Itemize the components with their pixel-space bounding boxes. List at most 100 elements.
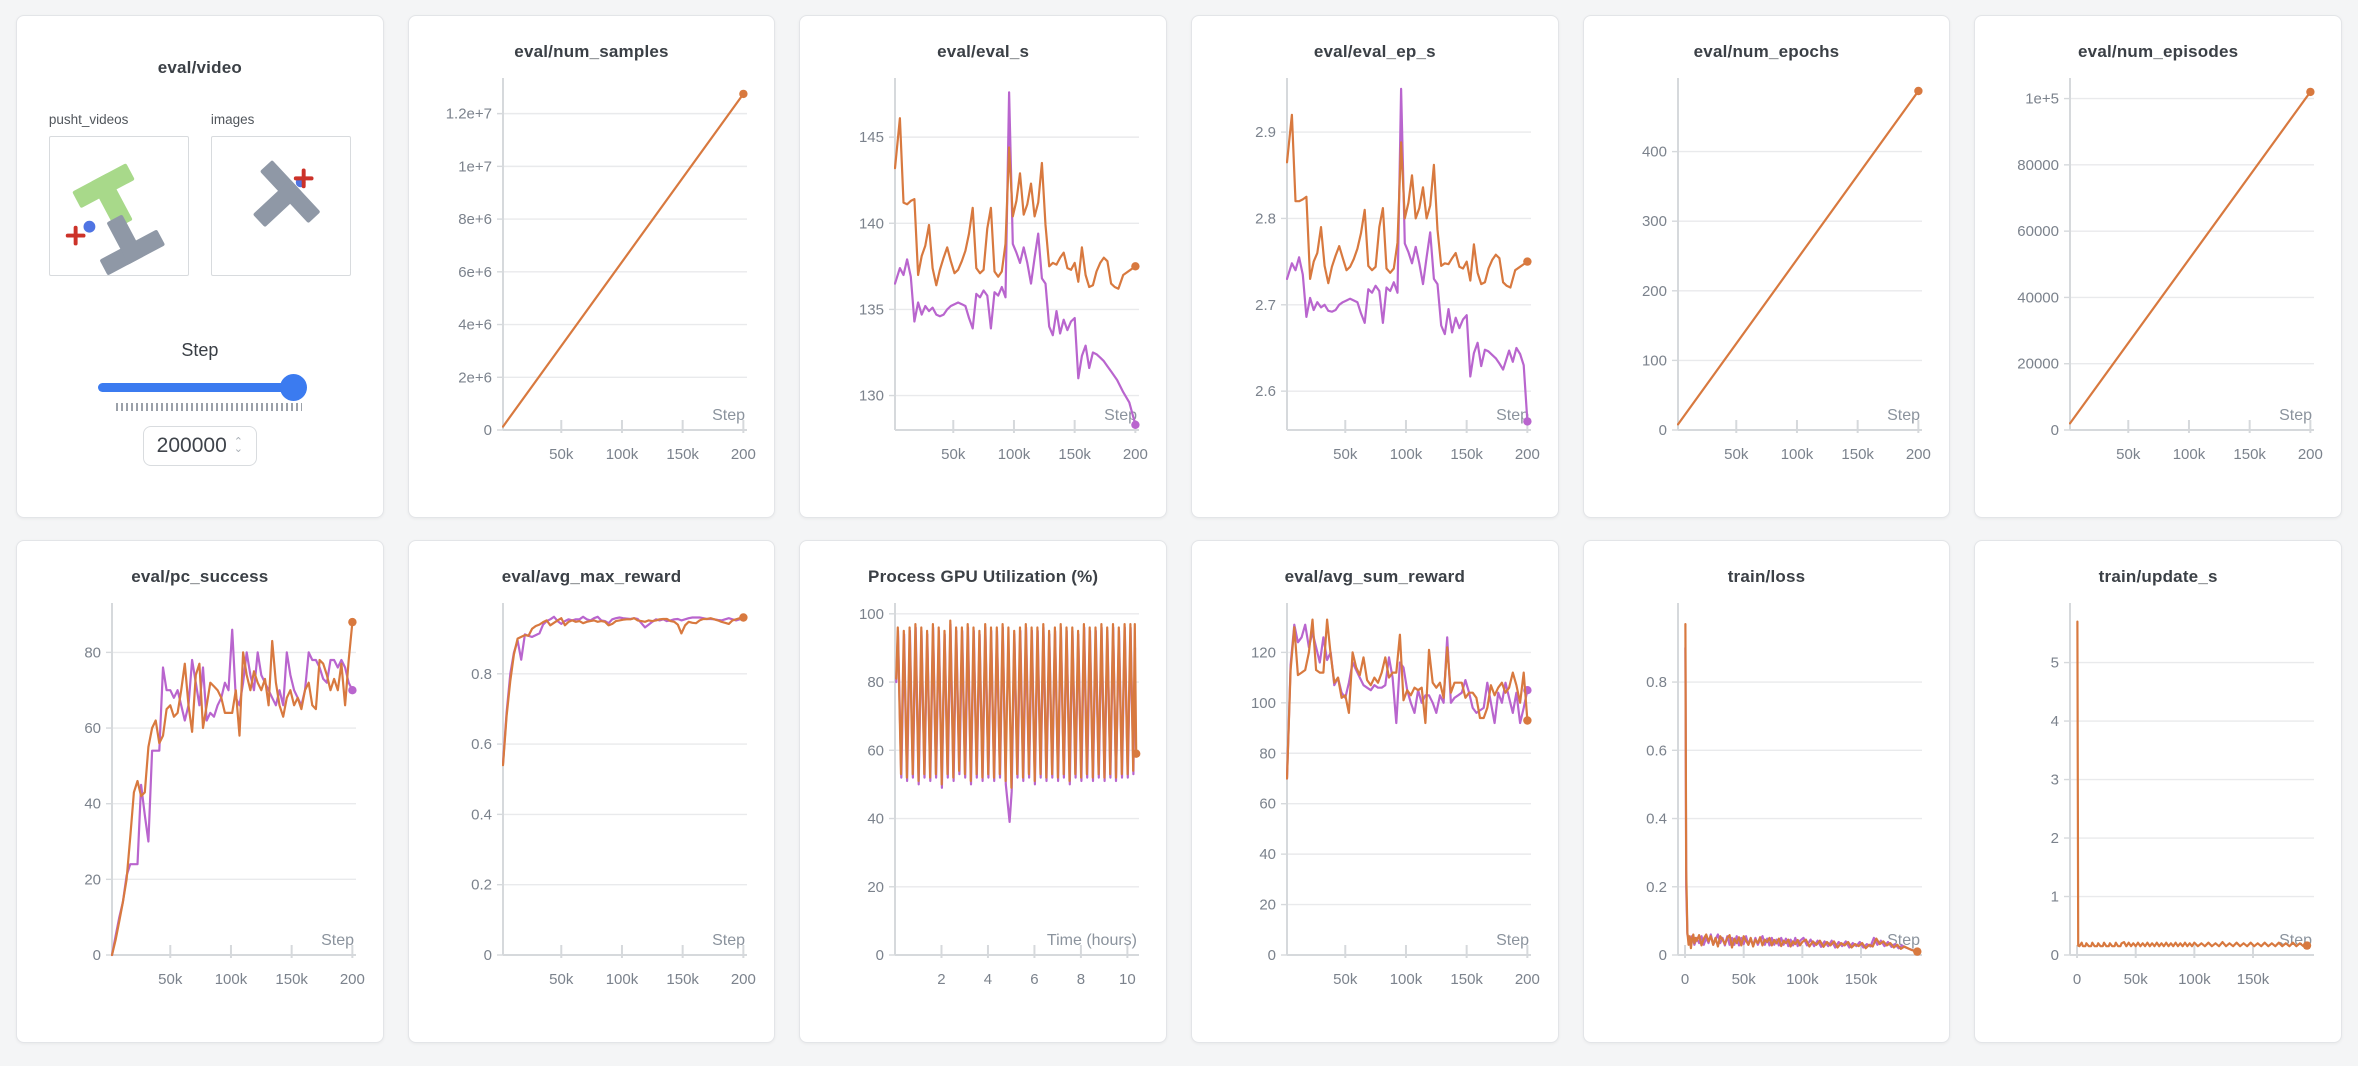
- svg-text:100: 100: [1642, 352, 1667, 369]
- svg-text:100k: 100k: [998, 446, 1031, 463]
- svg-text:200: 200: [1906, 446, 1931, 463]
- pusht-video-image: [65, 163, 165, 275]
- svg-text:2.8: 2.8: [1255, 210, 1276, 227]
- svg-text:150k: 150k: [667, 971, 700, 988]
- svg-text:80: 80: [1259, 745, 1276, 762]
- svg-text:1.2e+7: 1.2e+7: [446, 106, 492, 123]
- step-input[interactable]: 200000 ⌃ ⌄: [142, 426, 257, 466]
- svg-text:4: 4: [984, 971, 992, 988]
- svg-text:4: 4: [2051, 713, 2059, 730]
- svg-text:100: 100: [1251, 695, 1276, 712]
- svg-text:140: 140: [859, 215, 884, 232]
- svg-text:200: 200: [731, 971, 756, 988]
- svg-text:50k: 50k: [2124, 971, 2149, 988]
- svg-text:60000: 60000: [2017, 223, 2059, 240]
- chart-canvas-pc-success[interactable]: 0 20 40 60 80 50k 100k 150k 200 Step: [20, 589, 380, 1027]
- svg-text:100k: 100k: [606, 971, 639, 988]
- svg-text:80000: 80000: [2017, 157, 2059, 174]
- svg-text:0.2: 0.2: [1647, 879, 1668, 896]
- spinner-up-icon[interactable]: ⌃: [233, 436, 243, 448]
- chart-canvas-gpu-utilization[interactable]: 0 20 40 60 80 100 2 4 6 8 10 Time (hours): [803, 589, 1163, 1027]
- spinner-down-icon[interactable]: ⌄: [233, 443, 243, 455]
- svg-text:0: 0: [484, 422, 492, 439]
- svg-text:0: 0: [1681, 971, 1689, 988]
- svg-text:8: 8: [1077, 971, 1085, 988]
- chart-canvas-eval-ep-s[interactable]: 2.6 2.7 2.8 2.9 50k 100k 150k 200 Step: [1195, 64, 1555, 502]
- svg-text:60: 60: [84, 720, 101, 737]
- chart-canvas-num-episodes[interactable]: 0 20000 40000 60000 80000 1e+5 50k 100k 150k 200 S…: [1978, 64, 2338, 502]
- chart-canvas-avg-max-reward[interactable]: 0 0.2 0.4 0.6 0.8 50k 100k 150k 200 Step: [411, 589, 771, 1027]
- svg-text:200: 200: [1515, 971, 1540, 988]
- panel-title: train/update_s: [2098, 567, 2218, 586]
- panel-eval-avg-sum-reward: eval/avg_sum_reward 0 20 40 60 80 100 120 50k 10…: [1190, 540, 1559, 1043]
- media-row: pusht_videos: [17, 112, 383, 276]
- panel-title: eval/num_epochs: [1693, 42, 1840, 61]
- images-thumbnail[interactable]: [210, 136, 351, 276]
- svg-text:200: 200: [1123, 446, 1148, 463]
- svg-text:0.4: 0.4: [1647, 811, 1668, 828]
- svg-text:300: 300: [1642, 213, 1667, 230]
- slider-thumb[interactable]: [279, 374, 307, 401]
- svg-text:0.8: 0.8: [472, 666, 493, 683]
- svg-text:Step: Step: [1496, 407, 1529, 424]
- panel-title: eval/pc_success: [131, 567, 269, 586]
- svg-text:Step: Step: [1104, 407, 1137, 424]
- svg-text:2.6: 2.6: [1255, 383, 1276, 400]
- panel-title: eval/eval_ep_s: [1313, 42, 1436, 61]
- svg-text:0.4: 0.4: [472, 806, 493, 823]
- svg-text:5: 5: [2051, 655, 2059, 672]
- svg-text:4e+6: 4e+6: [459, 317, 493, 334]
- chart-canvas-avg-sum-reward[interactable]: 0 20 40 60 80 100 120 50k 100k 150k 200 Step: [1195, 589, 1555, 1027]
- svg-text:150k: 150k: [1842, 446, 1875, 463]
- svg-text:100k: 100k: [606, 446, 639, 463]
- svg-text:200: 200: [1515, 446, 1540, 463]
- chart-canvas-num-epochs[interactable]: 0 100 200 300 400 50k 100k 150k 200 Step: [1586, 64, 1946, 502]
- slider-track[interactable]: [97, 383, 302, 392]
- svg-text:40000: 40000: [2017, 289, 2059, 306]
- svg-text:135: 135: [859, 301, 884, 318]
- svg-text:50k: 50k: [1333, 446, 1358, 463]
- images-image: [253, 160, 320, 227]
- green-t-shape: [72, 163, 134, 229]
- svg-text:50k: 50k: [1732, 971, 1757, 988]
- step-input-value[interactable]: 200000: [156, 434, 227, 457]
- target-cross-icon: [293, 168, 314, 189]
- svg-text:Step: Step: [1496, 932, 1529, 949]
- svg-text:Time (hours): Time (hours): [1047, 932, 1137, 949]
- svg-text:Step: Step: [1888, 407, 1921, 424]
- svg-text:150k: 150k: [1059, 446, 1092, 463]
- gray-t-shape: [99, 215, 165, 275]
- svg-text:50k: 50k: [550, 446, 575, 463]
- panel-title: train/loss: [1727, 567, 1806, 586]
- svg-text:6: 6: [1030, 971, 1038, 988]
- svg-text:150k: 150k: [1450, 971, 1483, 988]
- chart-canvas-eval-s[interactable]: 130 135 140 145 50k 100k 150k 200 Step: [803, 64, 1163, 502]
- panel-title: eval/num_samples: [514, 42, 669, 61]
- svg-text:Step: Step: [713, 932, 746, 949]
- step-input-spinner[interactable]: ⌃ ⌄: [233, 436, 243, 455]
- panel-title: eval/num_episodes: [2078, 42, 2239, 61]
- svg-text:20: 20: [867, 879, 884, 896]
- panel-eval-avg-max-reward: eval/avg_max_reward 0 0.2 0.4 0.6 0.8 50k 100k…: [407, 540, 776, 1043]
- svg-text:0: 0: [92, 947, 100, 964]
- svg-text:50k: 50k: [941, 446, 966, 463]
- svg-text:50k: 50k: [550, 971, 575, 988]
- svg-text:0.6: 0.6: [472, 736, 493, 753]
- step-slider[interactable]: [97, 374, 307, 401]
- svg-text:80: 80: [84, 644, 101, 661]
- pusht-video-thumbnail[interactable]: [48, 136, 189, 276]
- svg-text:6e+6: 6e+6: [459, 264, 493, 281]
- chart-canvas-num-samples[interactable]: 0 2e+6 4e+6 6e+6 8e+6 1e+7 1.2e+7 50k 100k 150k 20…: [411, 64, 771, 502]
- svg-text:100k: 100k: [215, 971, 248, 988]
- svg-text:0.6: 0.6: [1647, 742, 1668, 759]
- svg-text:50k: 50k: [1333, 971, 1358, 988]
- panel-eval-num-epochs: eval/num_epochs 0 100 200 300 400 50k 100k 150k…: [1582, 15, 1951, 518]
- svg-text:50k: 50k: [2116, 446, 2141, 463]
- svg-text:40: 40: [84, 796, 101, 813]
- svg-text:200: 200: [340, 971, 365, 988]
- svg-text:150k: 150k: [667, 446, 700, 463]
- svg-text:60: 60: [867, 742, 884, 759]
- svg-text:2.9: 2.9: [1255, 124, 1276, 141]
